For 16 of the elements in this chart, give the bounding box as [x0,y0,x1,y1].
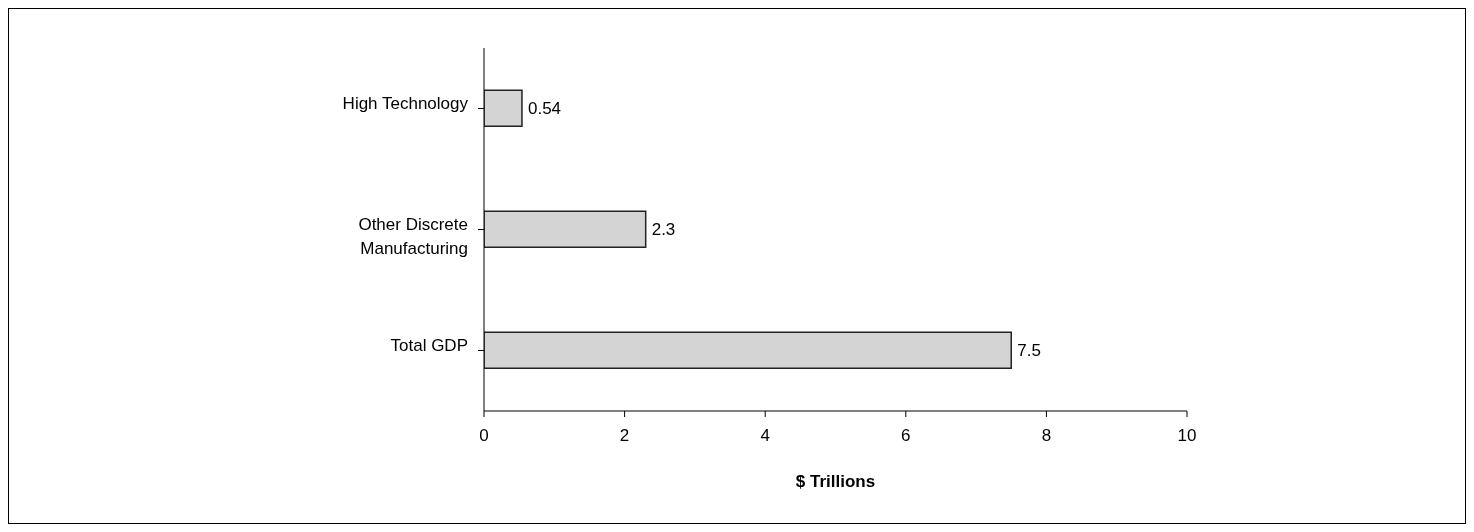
x-tick-label: 0 [479,426,489,446]
data-label: 2.3 [651,220,676,240]
y-tick-label: Other Discrete Manufacturing [358,214,468,258]
bar [484,89,523,128]
bar [484,210,647,249]
bar [484,331,1012,370]
data-label: 0.54 [527,99,562,119]
x-tick-label: 2 [619,426,630,446]
y-tick-label: High Technology [342,93,469,113]
x-tick-label: 8 [1041,426,1052,446]
x-tick-label: 6 [901,426,911,446]
data-label: 7.5 [1017,341,1041,361]
y-tick-label: Total GDP [390,335,468,355]
x-tick-label: 4 [760,426,770,446]
x-tick-label: 10 [1177,426,1197,446]
x-axis-title: $ Trillions [795,472,876,491]
